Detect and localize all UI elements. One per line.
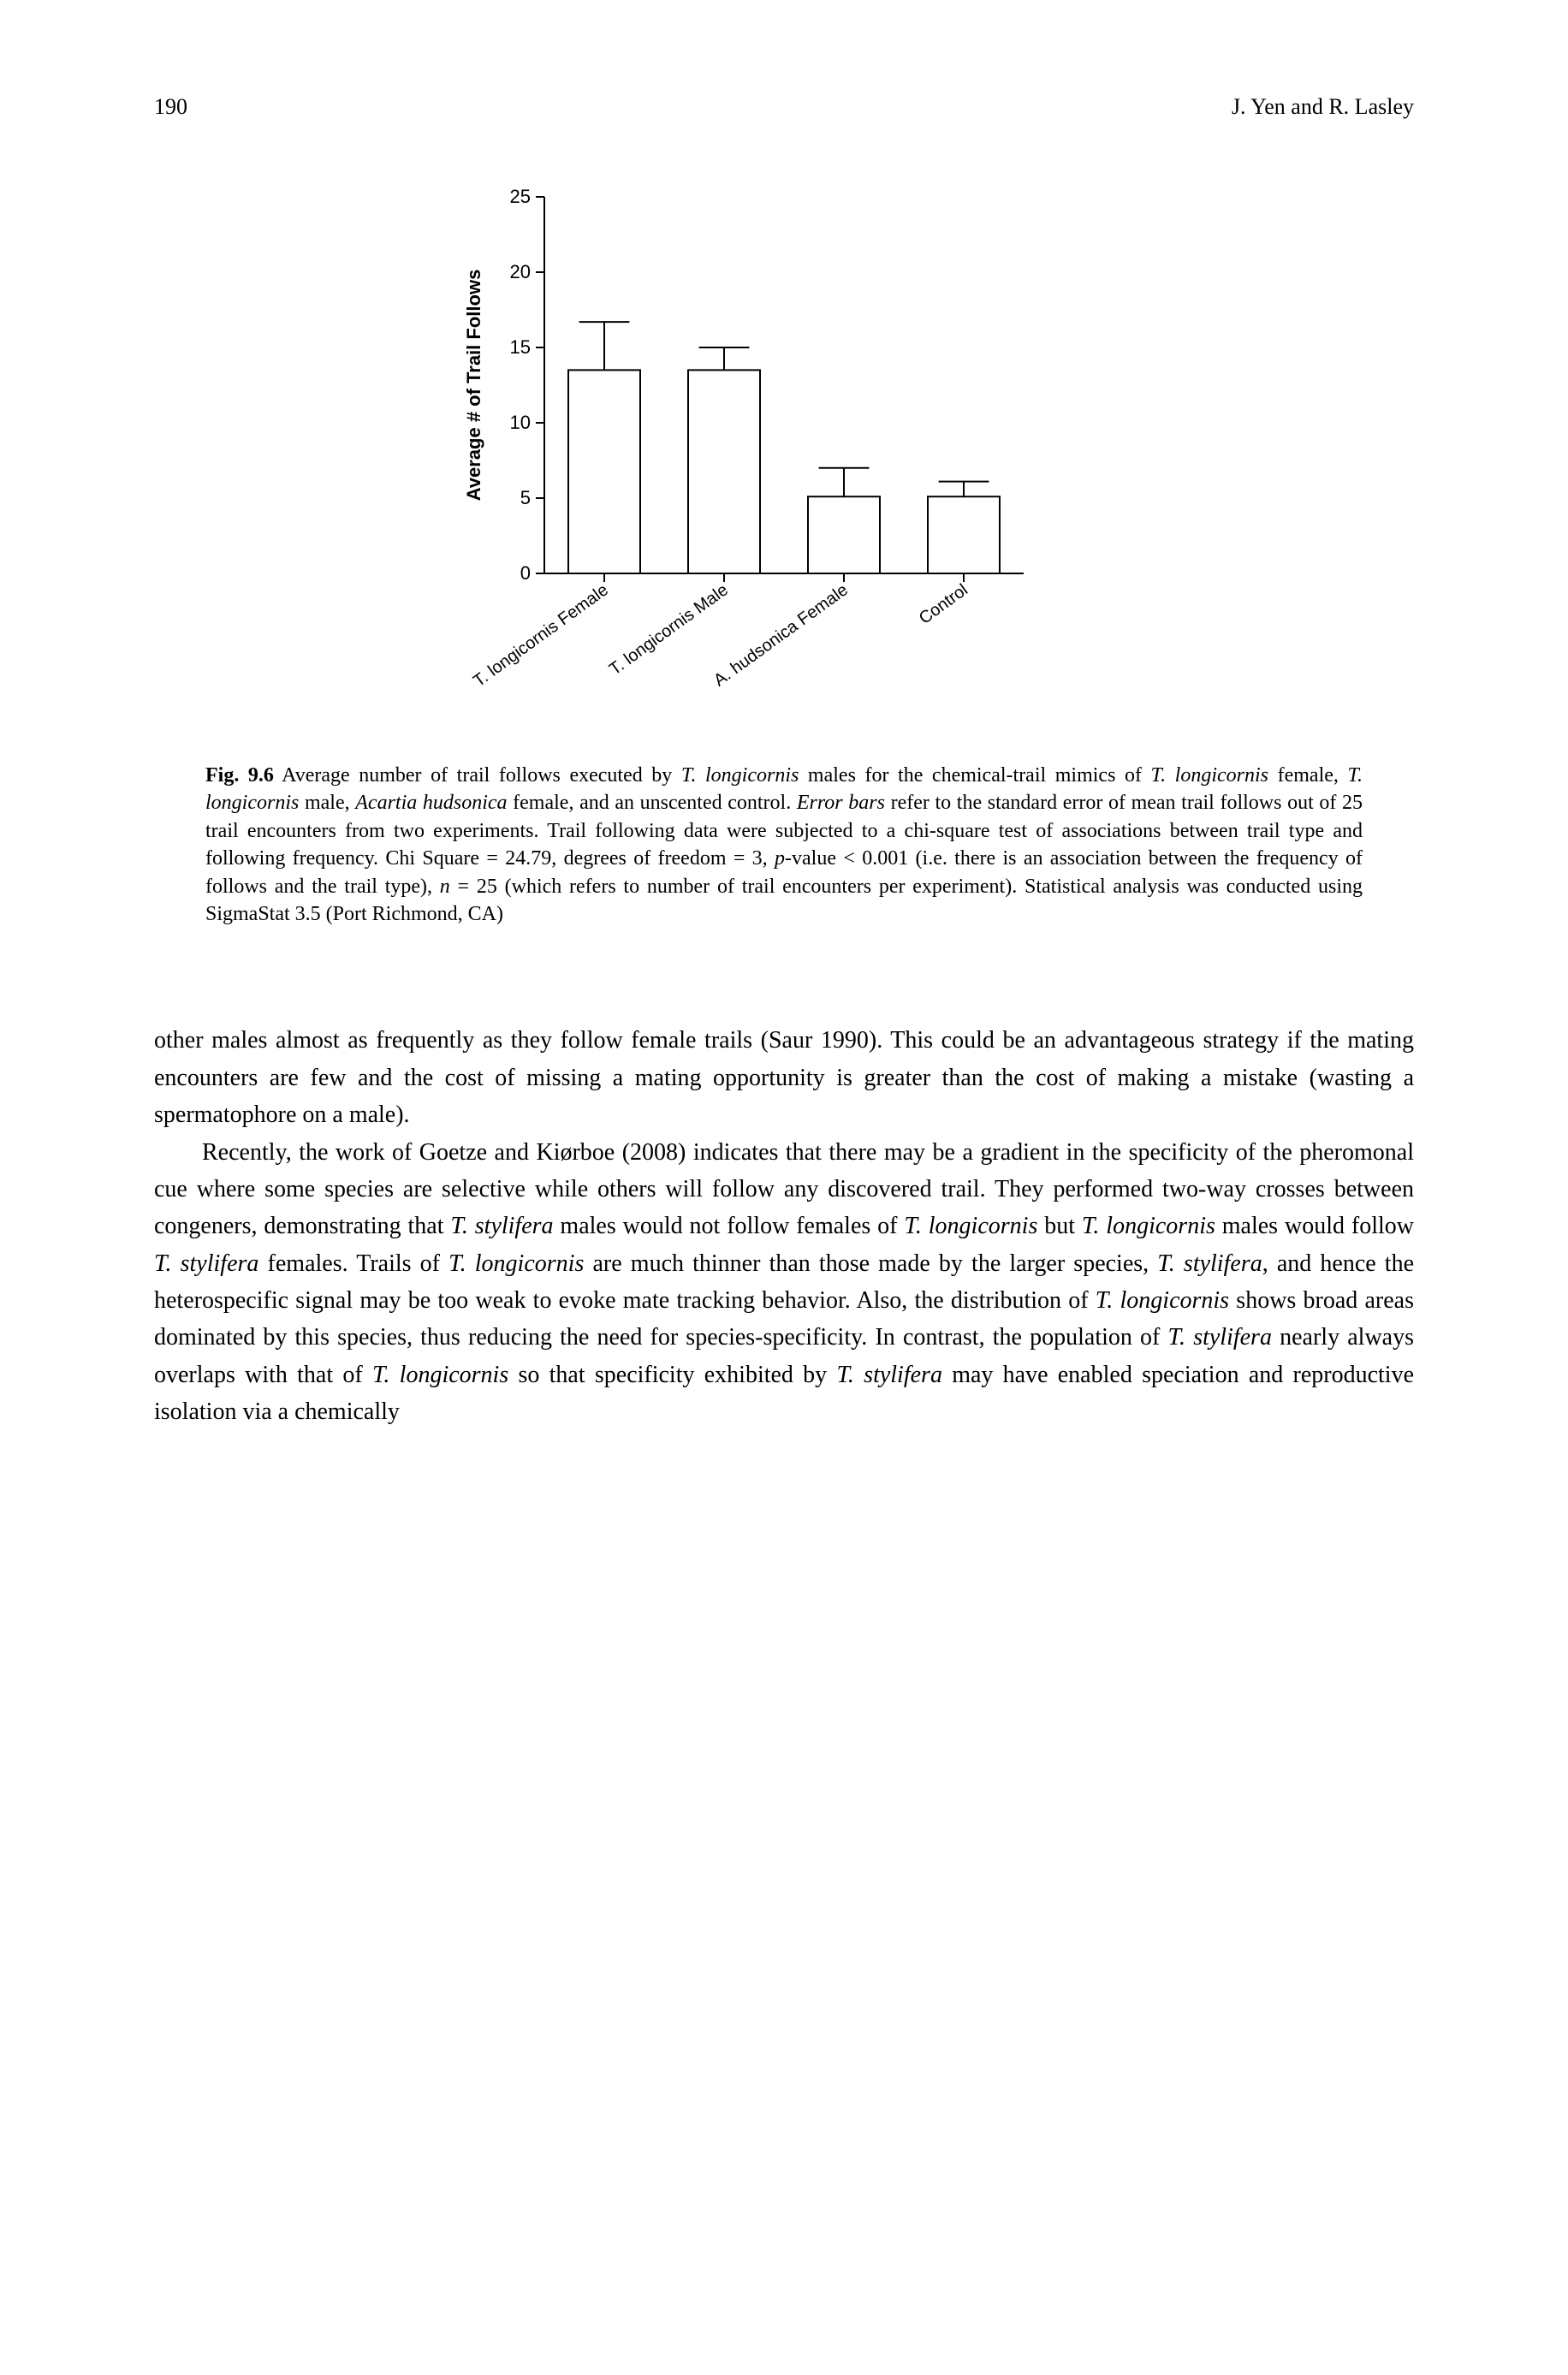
body-text: other males almost as frequently as they… bbox=[154, 1022, 1414, 1430]
page-number: 190 bbox=[154, 94, 187, 120]
svg-text:T. longicornis Female: T. longicornis Female bbox=[470, 580, 612, 691]
svg-text:15: 15 bbox=[510, 336, 531, 358]
svg-text:10: 10 bbox=[510, 412, 531, 433]
page-authors: J. Yen and R. Lasley bbox=[1232, 94, 1414, 120]
svg-text:25: 25 bbox=[510, 186, 531, 207]
svg-text:A. hudsonica Female: A. hudsonica Female bbox=[710, 580, 852, 690]
svg-text:0: 0 bbox=[520, 562, 531, 584]
svg-text:T. longicornis Male: T. longicornis Male bbox=[606, 580, 732, 679]
svg-text:Average # of Trail Follows: Average # of Trail Follows bbox=[463, 270, 484, 502]
bar-chart: 0 5 10 15 20 25 T. longicornis FemaleT. longic… bbox=[442, 180, 1126, 736]
chart-svg: 0 5 10 15 20 25 T. longicornis FemaleT. longic… bbox=[442, 180, 1041, 736]
page-header: 190 J. Yen and R. Lasley bbox=[154, 94, 1414, 120]
svg-text:Control: Control bbox=[916, 580, 971, 628]
figure-caption: Fig. 9.6 Average number of trail follows… bbox=[205, 762, 1363, 928]
svg-text:20: 20 bbox=[510, 261, 531, 282]
svg-text:5: 5 bbox=[520, 487, 531, 508]
